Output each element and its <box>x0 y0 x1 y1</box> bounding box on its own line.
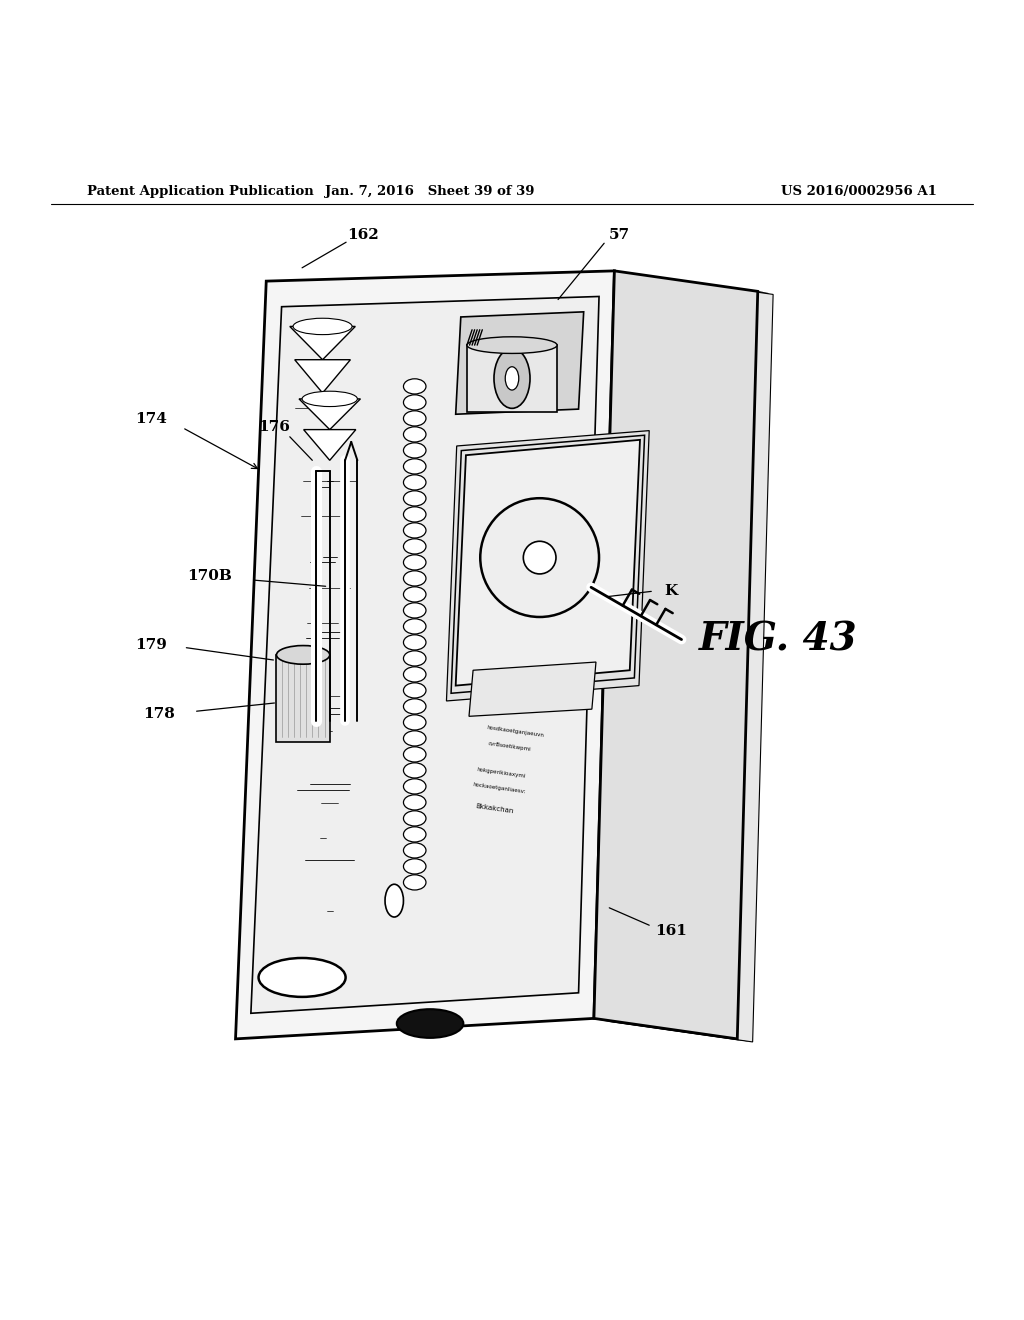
Text: hosdkaoetganjaeuvn: hosdkaoetganjaeuvn <box>486 725 544 738</box>
Ellipse shape <box>403 859 426 874</box>
Ellipse shape <box>403 603 426 618</box>
Ellipse shape <box>403 635 426 649</box>
Ellipse shape <box>403 842 426 858</box>
Text: Bkkakchan: Bkkakchan <box>475 803 514 814</box>
Polygon shape <box>456 312 584 414</box>
Polygon shape <box>251 297 599 1014</box>
Text: cvrBsoetikwpmi: cvrBsoetikwpmi <box>488 742 531 752</box>
Polygon shape <box>295 360 350 393</box>
Ellipse shape <box>403 475 426 490</box>
Ellipse shape <box>403 587 426 602</box>
Polygon shape <box>594 271 758 1039</box>
Ellipse shape <box>403 826 426 842</box>
Polygon shape <box>456 440 640 685</box>
Text: US 2016/0002956 A1: US 2016/0002956 A1 <box>781 185 937 198</box>
Text: FIG. 43: FIG. 43 <box>699 620 857 659</box>
Ellipse shape <box>403 747 426 762</box>
Polygon shape <box>290 326 355 360</box>
Text: Jan. 7, 2016   Sheet 39 of 39: Jan. 7, 2016 Sheet 39 of 39 <box>326 185 535 198</box>
Ellipse shape <box>293 318 352 335</box>
Ellipse shape <box>276 645 330 664</box>
Ellipse shape <box>396 1010 463 1038</box>
Polygon shape <box>467 345 557 412</box>
Polygon shape <box>236 271 614 1039</box>
Ellipse shape <box>403 810 426 826</box>
Ellipse shape <box>302 391 357 407</box>
Ellipse shape <box>403 698 426 714</box>
Polygon shape <box>469 663 596 717</box>
Text: 174: 174 <box>135 412 168 426</box>
Ellipse shape <box>494 348 530 408</box>
Ellipse shape <box>403 395 426 411</box>
Ellipse shape <box>258 958 345 997</box>
Text: hockaoetganliaesv:: hockaoetganliaesv: <box>473 781 526 795</box>
Ellipse shape <box>403 411 426 426</box>
Ellipse shape <box>403 715 426 730</box>
Ellipse shape <box>403 507 426 521</box>
Polygon shape <box>604 273 768 1041</box>
Ellipse shape <box>403 795 426 810</box>
Ellipse shape <box>467 337 557 354</box>
Ellipse shape <box>403 491 426 506</box>
Ellipse shape <box>403 459 426 474</box>
Ellipse shape <box>480 498 599 616</box>
Text: 161: 161 <box>654 924 687 939</box>
Ellipse shape <box>505 367 519 389</box>
Ellipse shape <box>403 651 426 667</box>
Text: K: K <box>665 585 677 598</box>
Ellipse shape <box>385 884 403 917</box>
Text: 176: 176 <box>258 420 291 433</box>
Ellipse shape <box>403 426 426 442</box>
Polygon shape <box>303 429 356 461</box>
Text: 57: 57 <box>609 228 630 242</box>
Ellipse shape <box>403 682 426 698</box>
Ellipse shape <box>523 541 556 574</box>
Ellipse shape <box>403 875 426 890</box>
Ellipse shape <box>403 619 426 634</box>
Ellipse shape <box>403 379 426 393</box>
Text: 179: 179 <box>135 638 168 652</box>
Text: hokgperikioaxymi: hokgperikioaxymi <box>477 767 526 779</box>
Ellipse shape <box>403 523 426 539</box>
Text: Patent Application Publication: Patent Application Publication <box>87 185 313 198</box>
Ellipse shape <box>403 763 426 777</box>
Ellipse shape <box>403 570 426 586</box>
Polygon shape <box>276 655 330 742</box>
Ellipse shape <box>403 731 426 746</box>
Polygon shape <box>451 436 645 693</box>
Text: 178: 178 <box>142 708 175 721</box>
Ellipse shape <box>403 779 426 795</box>
Polygon shape <box>599 272 763 1040</box>
Text: 170B: 170B <box>187 569 232 583</box>
Ellipse shape <box>403 442 426 458</box>
Polygon shape <box>609 275 773 1041</box>
Ellipse shape <box>403 667 426 682</box>
Polygon shape <box>446 430 649 701</box>
Ellipse shape <box>403 539 426 554</box>
Polygon shape <box>299 399 360 429</box>
Ellipse shape <box>403 554 426 570</box>
Text: 162: 162 <box>347 228 380 242</box>
